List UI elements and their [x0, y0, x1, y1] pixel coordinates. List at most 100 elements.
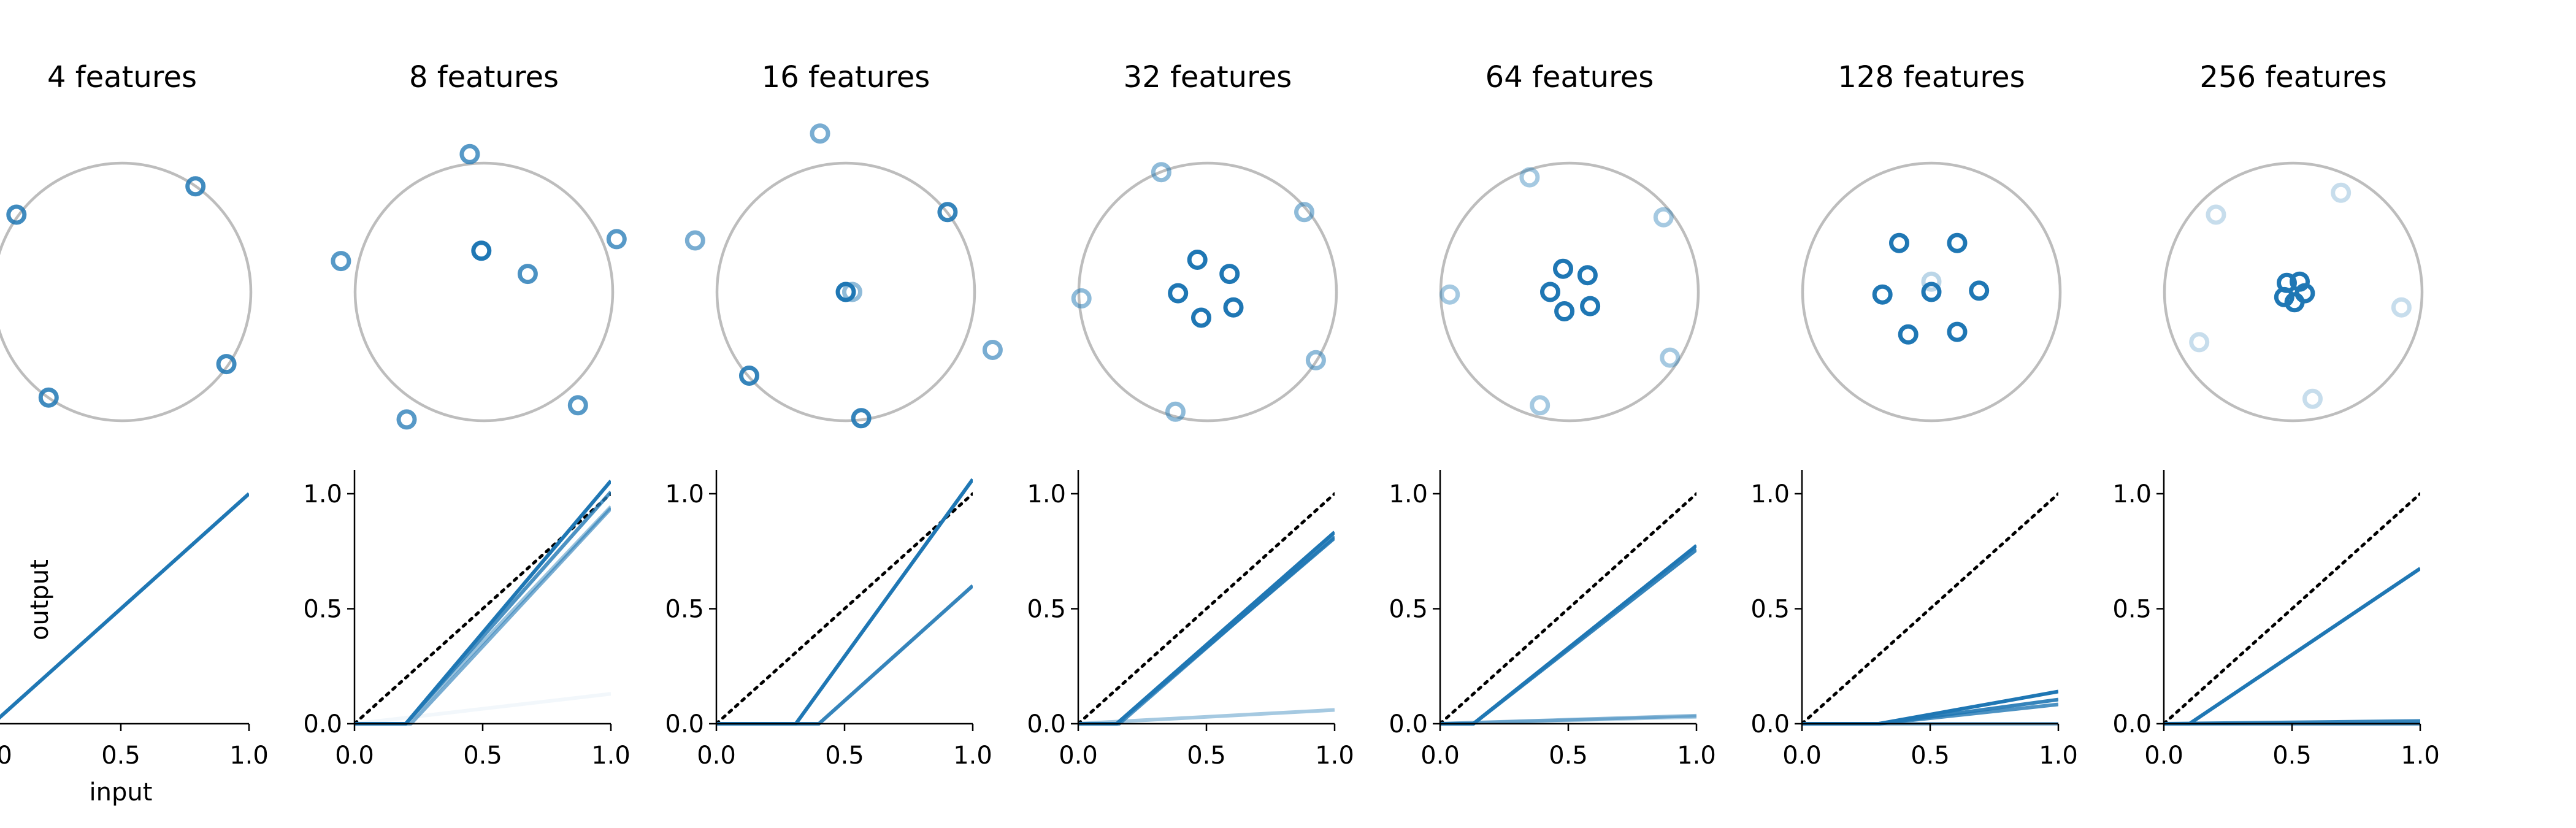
y-tick-label: 1.0 — [303, 480, 342, 508]
feature-point — [835, 282, 856, 302]
x-tick-label: 0.0 — [697, 742, 736, 770]
x-tick-label: 0.0 — [335, 742, 374, 770]
x-tick-label: 0.5 — [1911, 742, 1950, 770]
panel-5: 64 features 0.0 0.0 0.5 0.5 1.0 1.0 — [1389, 60, 1715, 770]
x-tick-label: 1.0 — [1677, 742, 1716, 770]
feature-point — [396, 409, 417, 430]
x-tick-label: 1.0 — [2039, 742, 2078, 770]
y-tick-label: 0.0 — [303, 710, 342, 738]
x-tick-label: 0.5 — [825, 742, 864, 770]
feature-point — [1660, 347, 1681, 368]
x-tick-label: 0.0 — [1420, 742, 1460, 770]
feature-point — [1223, 297, 1244, 318]
x-tick-label: 0.0 — [1059, 742, 1098, 770]
feature-point — [851, 408, 872, 429]
unit-circle — [1439, 161, 1700, 423]
feature-circle-plot — [0, 161, 253, 423]
x-tick-label: 1.0 — [2401, 742, 2440, 770]
feature-circle-plot — [1801, 161, 2062, 423]
feature-point — [1554, 301, 1575, 321]
x-tick-label: 0.0 — [1782, 742, 1822, 770]
feature-point — [2302, 388, 2323, 409]
feature-point — [606, 229, 627, 250]
y-tick-label: 0.5 — [1027, 596, 1066, 624]
response-line — [355, 692, 611, 726]
identity-line — [1440, 492, 1696, 726]
panel-title: 16 features — [762, 60, 930, 94]
feature-point — [6, 204, 27, 225]
response-line — [0, 492, 249, 720]
response-plot: 0.0 0.0 0.5 0.5 1.0 1.0 — [1027, 470, 1354, 770]
response-line — [1078, 531, 1335, 726]
identity-line — [1078, 492, 1335, 726]
feature-point — [517, 264, 538, 285]
y-tick-label: 0.0 — [1389, 710, 1428, 738]
feature-point — [1294, 202, 1314, 223]
response-plot: 0.0 0.0 0.5 0.5 1.0 1.0 — [665, 470, 992, 770]
y-tick-label: 0.0 — [1750, 710, 1790, 738]
response-line — [1440, 715, 1696, 726]
feature-circle-plot — [684, 123, 1003, 429]
response-line — [716, 478, 973, 726]
y-tick-label: 0.5 — [303, 596, 342, 624]
plot-lines — [355, 480, 611, 726]
feature-point — [1151, 162, 1171, 183]
y-tick-label: 1.0 — [2112, 480, 2152, 508]
feature-point — [2284, 292, 2305, 313]
feature-point — [1168, 283, 1189, 304]
identity-line — [2164, 492, 2420, 726]
response-line — [1802, 697, 2058, 726]
feature-point — [2391, 297, 2412, 318]
feature-point — [1947, 321, 1968, 342]
y-tick-label: 1.0 — [1389, 480, 1428, 508]
feature-circle-plot — [331, 144, 627, 430]
plot-lines — [1440, 492, 1696, 726]
feature-point — [739, 366, 759, 386]
feature-point — [1921, 282, 1942, 302]
response-line — [355, 505, 611, 726]
y-axis-label: output — [26, 559, 54, 640]
y-tick-label: 0.5 — [2112, 596, 2152, 624]
plot-lines — [0, 492, 249, 720]
y-tick-label: 0.0 — [2112, 710, 2152, 738]
identity-line — [1802, 492, 2058, 726]
feature-point — [1947, 232, 1968, 253]
feature-point — [1580, 296, 1601, 316]
x-tick-label: 1.0 — [229, 742, 269, 770]
y-tick-label: 1.0 — [665, 480, 704, 508]
feature-point — [937, 202, 958, 223]
panel-title: 8 features — [409, 60, 559, 94]
response-line — [2164, 567, 2420, 726]
x-tick-label: 0.5 — [2272, 742, 2312, 770]
x-tick-label: 1.0 — [591, 742, 631, 770]
feature-point — [1577, 265, 1598, 286]
feature-point — [1889, 232, 1909, 253]
unit-circle — [2163, 161, 2424, 423]
panel-title: 64 features — [1485, 60, 1654, 94]
feature-point — [471, 240, 492, 261]
feature-point — [1439, 284, 1460, 305]
unit-circle — [0, 161, 253, 423]
x-tick-label: 0.5 — [101, 742, 140, 770]
x-tick-label: 0.0 — [0, 742, 12, 770]
feature-point — [2274, 286, 2294, 307]
feature-circle-plot — [1439, 161, 1700, 423]
response-line — [1440, 713, 1696, 726]
panel-6: 128 features 0.0 0.0 0.5 0.5 1.0 1.0 — [1750, 60, 2077, 770]
unit-circle — [1801, 161, 2062, 423]
feature-point — [2206, 204, 2226, 225]
feature-point — [331, 251, 351, 272]
x-axis-label: input — [90, 778, 153, 807]
feature-point — [1305, 350, 1326, 370]
panel-2: 8 features 0.0 0.0 0.5 0.5 1.0 1.0 — [303, 60, 630, 770]
feature-point — [1653, 207, 1674, 228]
y-tick-label: 0.5 — [1389, 596, 1428, 624]
feature-point — [2189, 332, 2210, 353]
response-line — [1440, 544, 1696, 726]
y-tick-label: 1.0 — [1750, 480, 1790, 508]
unit-circle — [1077, 161, 1338, 423]
panel-title: 256 features — [2199, 60, 2386, 94]
